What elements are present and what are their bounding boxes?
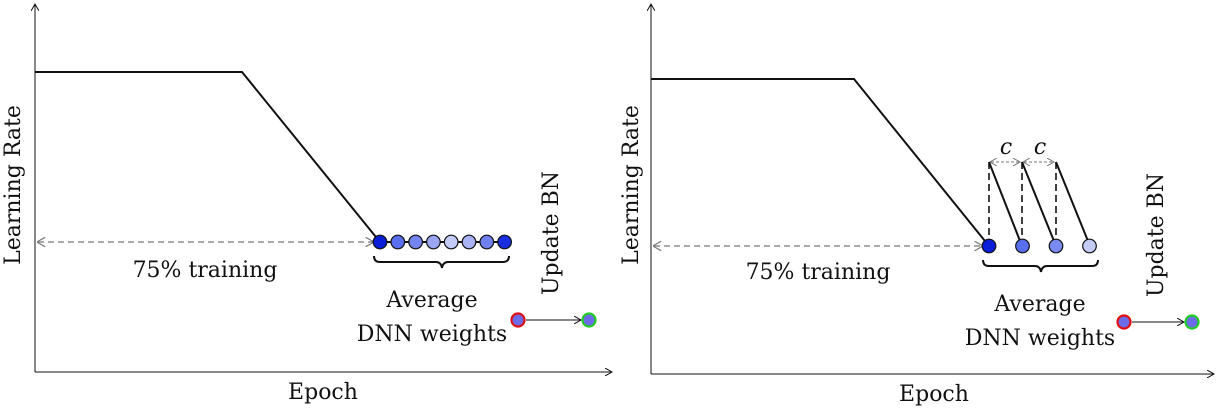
weight-dot (497, 234, 513, 250)
weight-dot (479, 234, 495, 250)
training-75-label: 75% training (133, 258, 278, 283)
weight-dot (1048, 238, 1064, 254)
brace (373, 255, 510, 269)
training-75-label: 75% training (746, 260, 891, 285)
weight-dot (1082, 238, 1097, 254)
cycle-line-3 (1055, 161, 1091, 247)
cycle-label-1: c (1000, 135, 1012, 160)
bn-before-dot (510, 312, 526, 328)
dnn-weights-label: DNN weights (357, 322, 507, 347)
average-label: Average (993, 292, 1085, 317)
panel-left: Learning Rate Epoch 75% training Average… (1, 4, 612, 405)
weight-dot (981, 238, 997, 254)
average-label: Average (385, 288, 477, 313)
weight-dot (443, 234, 459, 250)
lr-schedule-line (35, 71, 505, 243)
panel-right: c c Learning Rate Epoch 75% training Ave… (619, 4, 1214, 407)
y-axis-label: Learning Rate (619, 105, 644, 265)
weight-dot (408, 234, 424, 250)
lr-schedule-line (651, 78, 990, 247)
cycle-label-2: c (1034, 135, 1046, 160)
cycle-line-1 (988, 161, 1023, 247)
weight-dot (372, 234, 388, 250)
weight-dot (461, 234, 477, 250)
bn-after-dot (1184, 314, 1200, 330)
x-axis-label: Epoch (288, 380, 358, 405)
weight-dots (981, 238, 1097, 254)
weight-dot (390, 234, 406, 250)
weight-dot (426, 234, 441, 250)
update-bn-label: Update BN (539, 171, 564, 295)
dnn-weights-label: DNN weights (965, 326, 1115, 351)
weight-dots (372, 234, 513, 250)
weight-dot (1015, 238, 1030, 254)
cycle-line-2 (1021, 161, 1057, 247)
brace (982, 259, 1099, 273)
y-axis-label: Learning Rate (1, 105, 26, 265)
x-axis-label: Epoch (899, 382, 969, 407)
bn-before-dot (1116, 314, 1132, 330)
bn-after-dot (581, 312, 597, 328)
update-bn-label: Update BN (1144, 173, 1169, 297)
